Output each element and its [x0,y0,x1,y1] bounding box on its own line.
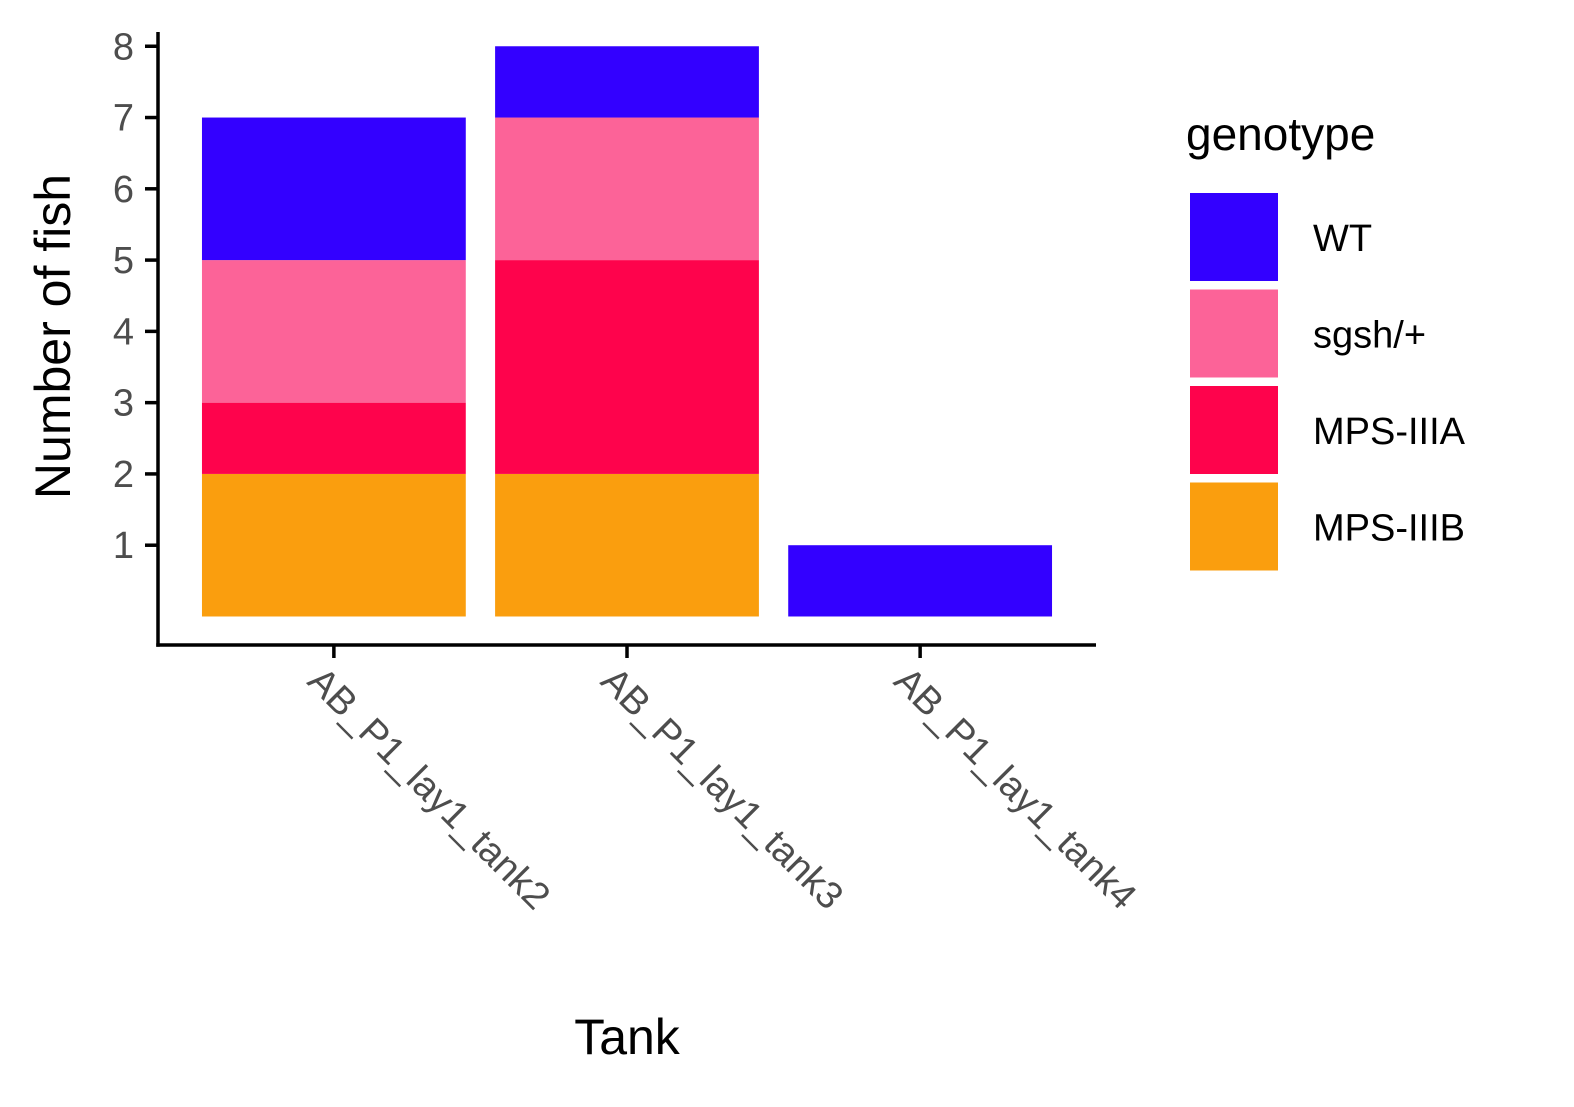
x-axis-title: Tank [574,1009,681,1065]
legend: genotype WT sgsh/+ MPS-IIIA MPS-IIIB [1186,108,1466,571]
bar-segment [495,260,759,474]
bar-segment [495,46,759,118]
bar-segment [495,117,759,261]
y-axis-title: Number of fish [25,174,81,499]
y-tick-label: 5 [113,240,134,282]
y-tick-label: 2 [113,454,134,496]
bar-segment [201,117,466,261]
bars-layer [201,46,1053,617]
x-tick-label: AB_P1_lay1_tank4 [886,660,1144,918]
legend-label: MPS-IIIB [1313,508,1465,550]
legend-key [1190,289,1278,378]
x-tick-label: AB_P1_lay1_tank2 [300,660,558,918]
bar-segment [201,260,466,403]
y-tick-label: 6 [113,169,134,211]
y-tick-label: 4 [113,311,134,353]
legend-key [1190,193,1278,281]
legend-label: WT [1313,218,1372,260]
y-tick-label: 1 [113,525,134,567]
bar-segment [788,545,1053,617]
x-ticks: AB_P1_lay1_tank2 AB_P1_lay1_tank3 AB_P1_la… [300,645,1144,918]
bar-segment [201,473,466,617]
legend-label: MPS-IIIA [1313,411,1466,453]
legend-key [1190,482,1278,571]
y-tick-label: 8 [113,26,134,68]
y-tick-label: 7 [113,98,134,140]
bar-segment [495,473,759,617]
legend-label: sgsh/+ [1313,315,1426,357]
legend-items: WT sgsh/+ MPS-IIIA MPS-IIIB [1190,193,1466,571]
y-tick-label: 3 [113,383,134,425]
legend-key [1190,386,1278,474]
x-tick-label: AB_P1_lay1_tank3 [593,660,851,918]
bar-segment [201,402,466,474]
y-ticks: 1 2 3 4 5 6 7 8 [113,26,158,567]
legend-title: genotype [1186,108,1375,160]
